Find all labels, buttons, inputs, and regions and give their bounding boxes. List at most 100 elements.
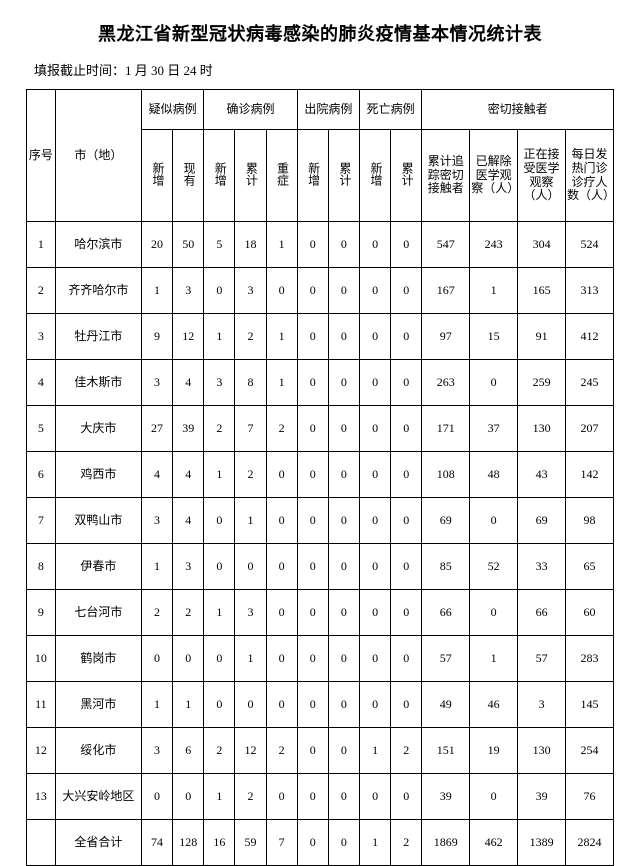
cell-t2: 0 bbox=[470, 360, 518, 406]
cell-mc: 0 bbox=[391, 682, 422, 728]
cell-sn: 3 bbox=[141, 728, 172, 774]
cell-mn: 0 bbox=[360, 268, 391, 314]
cell-se: 2 bbox=[173, 590, 204, 636]
col-suspect-exist: 现有 bbox=[173, 130, 204, 222]
cell-t2: 0 bbox=[470, 590, 518, 636]
cell-dn: 0 bbox=[297, 406, 328, 452]
cell-city: 绥化市 bbox=[55, 728, 141, 774]
cell-t1: 1869 bbox=[422, 820, 470, 866]
col-discharge-cum: 累计 bbox=[328, 130, 359, 222]
table-head: 序号 市（地） 疑似病例 确诊病例 出院病例 死亡病例 密切接触者 新增 现有 … bbox=[27, 90, 614, 222]
cell-t3: 39 bbox=[518, 774, 566, 820]
cell-mn: 0 bbox=[360, 452, 391, 498]
col-contact-obs: 正在接受医学观察（人） bbox=[518, 130, 566, 222]
cell-cc: 12 bbox=[235, 728, 266, 774]
cell-cc: 3 bbox=[235, 268, 266, 314]
cell-city: 齐齐哈尔市 bbox=[55, 268, 141, 314]
cell-cs: 0 bbox=[266, 498, 297, 544]
table-row: 7双鸭山市3401000006906998 bbox=[27, 498, 614, 544]
cell-cc: 2 bbox=[235, 314, 266, 360]
cell-dn: 0 bbox=[297, 222, 328, 268]
cell-cc: 2 bbox=[235, 774, 266, 820]
stats-table: 序号 市（地） 疑似病例 确诊病例 出院病例 死亡病例 密切接触者 新增 现有 … bbox=[26, 89, 614, 866]
cell-dn: 0 bbox=[297, 452, 328, 498]
col-confirm-new: 新增 bbox=[204, 130, 235, 222]
group-discharge: 出院病例 bbox=[297, 90, 359, 130]
cell-t3: 130 bbox=[518, 728, 566, 774]
cell-se: 12 bbox=[173, 314, 204, 360]
cell-t2: 48 bbox=[470, 452, 518, 498]
cell-mc: 0 bbox=[391, 452, 422, 498]
cell-cs: 0 bbox=[266, 682, 297, 728]
cell-t1: 49 bbox=[422, 682, 470, 728]
cell-mn: 0 bbox=[360, 498, 391, 544]
cell-cs: 1 bbox=[266, 314, 297, 360]
cell-se: 3 bbox=[173, 544, 204, 590]
cell-t2: 46 bbox=[470, 682, 518, 728]
cell-sn: 74 bbox=[141, 820, 172, 866]
table-body: 1哈尔滨市2050518100005472433045242齐齐哈尔市13030… bbox=[27, 222, 614, 866]
cell-sn: 27 bbox=[141, 406, 172, 452]
cell-t2: 243 bbox=[470, 222, 518, 268]
cell-t3: 259 bbox=[518, 360, 566, 406]
cell-t4: 65 bbox=[566, 544, 614, 590]
cell-mn: 0 bbox=[360, 360, 391, 406]
cell-mn: 1 bbox=[360, 820, 391, 866]
cell-dc: 0 bbox=[328, 636, 359, 682]
cell-mn: 0 bbox=[360, 682, 391, 728]
cell-sn: 20 bbox=[141, 222, 172, 268]
cell-t3: 57 bbox=[518, 636, 566, 682]
cell-mc: 0 bbox=[391, 774, 422, 820]
cell-dn: 0 bbox=[297, 820, 328, 866]
cell-dc: 0 bbox=[328, 820, 359, 866]
cell-t1: 85 bbox=[422, 544, 470, 590]
cell-t2: 52 bbox=[470, 544, 518, 590]
table-row: 6鸡西市4412000001084843142 bbox=[27, 452, 614, 498]
cell-t3: 33 bbox=[518, 544, 566, 590]
cell-se: 128 bbox=[173, 820, 204, 866]
cell-i: 13 bbox=[27, 774, 56, 820]
cell-t4: 145 bbox=[566, 682, 614, 728]
group-contact: 密切接触者 bbox=[422, 90, 614, 130]
cell-t4: 76 bbox=[566, 774, 614, 820]
cell-mc: 0 bbox=[391, 498, 422, 544]
cell-dc: 0 bbox=[328, 268, 359, 314]
cell-cn: 1 bbox=[204, 314, 235, 360]
cell-cs: 2 bbox=[266, 406, 297, 452]
cell-t2: 19 bbox=[470, 728, 518, 774]
cell-cn: 1 bbox=[204, 452, 235, 498]
cell-t2: 462 bbox=[470, 820, 518, 866]
cell-t1: 97 bbox=[422, 314, 470, 360]
col-suspect-new: 新增 bbox=[141, 130, 172, 222]
cell-city: 佳木斯市 bbox=[55, 360, 141, 406]
cell-t4: 245 bbox=[566, 360, 614, 406]
cell-dn: 0 bbox=[297, 360, 328, 406]
table-row: 4佳木斯市3438100002630259245 bbox=[27, 360, 614, 406]
cell-dc: 0 bbox=[328, 314, 359, 360]
cell-dc: 0 bbox=[328, 544, 359, 590]
cell-dn: 0 bbox=[297, 268, 328, 314]
cell-city: 伊春市 bbox=[55, 544, 141, 590]
group-death: 死亡病例 bbox=[360, 90, 422, 130]
table-row: 12绥化市362122001215119130254 bbox=[27, 728, 614, 774]
cell-cs: 0 bbox=[266, 636, 297, 682]
cell-i: 5 bbox=[27, 406, 56, 452]
cell-i: 12 bbox=[27, 728, 56, 774]
cell-city: 哈尔滨市 bbox=[55, 222, 141, 268]
cell-city: 鸡西市 bbox=[55, 452, 141, 498]
cell-t3: 69 bbox=[518, 498, 566, 544]
cell-cc: 59 bbox=[235, 820, 266, 866]
cell-t2: 15 bbox=[470, 314, 518, 360]
cell-i: 8 bbox=[27, 544, 56, 590]
table-row: 11黑河市11000000049463145 bbox=[27, 682, 614, 728]
cell-t1: 151 bbox=[422, 728, 470, 774]
cell-t4: 283 bbox=[566, 636, 614, 682]
cell-mc: 2 bbox=[391, 728, 422, 774]
cell-city: 大庆市 bbox=[55, 406, 141, 452]
cell-i: 1 bbox=[27, 222, 56, 268]
cell-t4: 60 bbox=[566, 590, 614, 636]
cell-dn: 0 bbox=[297, 728, 328, 774]
cell-t1: 547 bbox=[422, 222, 470, 268]
cell-dn: 0 bbox=[297, 590, 328, 636]
cell-mn: 0 bbox=[360, 636, 391, 682]
